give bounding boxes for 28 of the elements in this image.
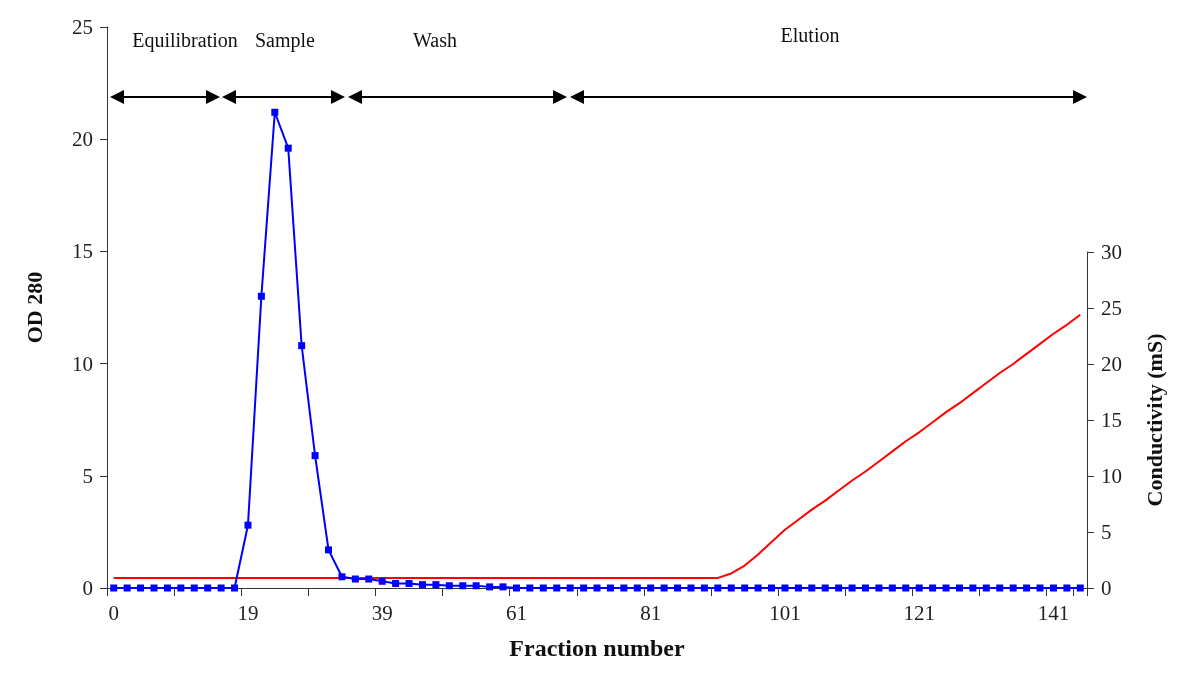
annotation: Wash xyxy=(413,29,457,51)
x-tick-label: 61 xyxy=(505,600,527,625)
x-tick-label: 101 xyxy=(769,600,801,625)
annotation: Sample xyxy=(255,29,316,52)
y-tick-label: 0 xyxy=(82,576,93,600)
y2-tick-label: 30 xyxy=(1101,240,1122,264)
y2-tick-label: 10 xyxy=(1101,464,1122,488)
y2-tick-label: 0 xyxy=(1101,576,1112,600)
y2-tick-label: 25 xyxy=(1101,296,1122,320)
y-tick-label: 5 xyxy=(82,463,93,488)
y2-tick-label: 5 xyxy=(1101,520,1112,544)
y-tick-label: 10 xyxy=(72,351,93,376)
annotation: Equilibration xyxy=(132,29,238,52)
y2-tick-label: 15 xyxy=(1101,408,1122,432)
y2-axis-title: Conductivity (mS) xyxy=(1141,333,1167,507)
x-tick-label: 39 xyxy=(371,600,393,625)
x-tick-label: 141 xyxy=(1037,600,1070,625)
y-tick-label: 20 xyxy=(72,127,93,152)
y-axis-title: OD 280 xyxy=(21,271,47,344)
x-axis-title: Fraction number xyxy=(509,635,685,661)
y2-tick-label: 20 xyxy=(1101,352,1122,376)
x-tick-label: 121 xyxy=(903,600,935,625)
y-tick-label: 25 xyxy=(72,15,93,39)
x-tick-label: 19 xyxy=(237,600,259,625)
x-tick-label: 81 xyxy=(640,600,662,625)
annotation: Elution xyxy=(780,24,840,46)
x-tick-label: 0 xyxy=(108,600,119,625)
y-tick-label: 15 xyxy=(72,239,93,264)
